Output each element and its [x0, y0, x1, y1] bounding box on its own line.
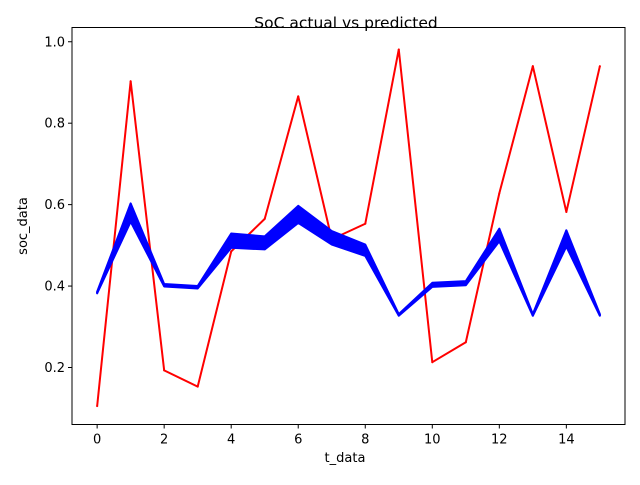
series-0-point-9 [397, 48, 400, 51]
series-0-line [96, 48, 601, 407]
series-0-point-8 [364, 222, 367, 225]
x-tick-label: 4 [227, 433, 235, 448]
y-tick-label: 0.6 [44, 198, 65, 213]
series-0-point-10 [431, 361, 434, 364]
series-0-point-5 [263, 217, 266, 220]
series-0-point-1 [129, 80, 132, 83]
series-0-point-3 [196, 385, 199, 388]
x-tick-label: 14 [558, 433, 575, 448]
x-axis-label: t_data [325, 451, 366, 466]
x-tick-label: 12 [491, 433, 508, 448]
series-0-point-13 [531, 65, 534, 68]
x-tick-label: 8 [361, 433, 369, 448]
series-0-point-15 [598, 65, 601, 68]
x-tick-label: 10 [424, 433, 441, 448]
y-axis-label: soc_data [16, 197, 31, 255]
series-0-point-14 [565, 210, 568, 213]
series-0-point-6 [297, 95, 300, 98]
y-tick-label: 0.2 [44, 361, 65, 376]
chart-title: SoC actual vs predicted [254, 14, 437, 32]
series-0-point-0 [96, 405, 99, 408]
y-tick-label: 1.0 [44, 35, 65, 50]
y-axis: 0.2 0.4 0.6 0.8 1.0 [44, 35, 72, 376]
x-tick-label: 6 [294, 433, 302, 448]
series-layer [96, 48, 601, 408]
plot-frame [71, 27, 626, 425]
series-0-point-2 [163, 369, 166, 372]
series-0-point-11 [464, 341, 467, 344]
series-0-point-4 [230, 250, 233, 253]
y-tick-label: 0.8 [44, 117, 65, 132]
x-axis: 0 2 4 6 8 10 12 14 [93, 424, 575, 448]
series-0-point-12 [498, 192, 501, 195]
y-tick-label: 0.4 [44, 280, 65, 295]
x-tick-label: 2 [160, 433, 168, 448]
x-tick-label: 0 [93, 433, 101, 448]
